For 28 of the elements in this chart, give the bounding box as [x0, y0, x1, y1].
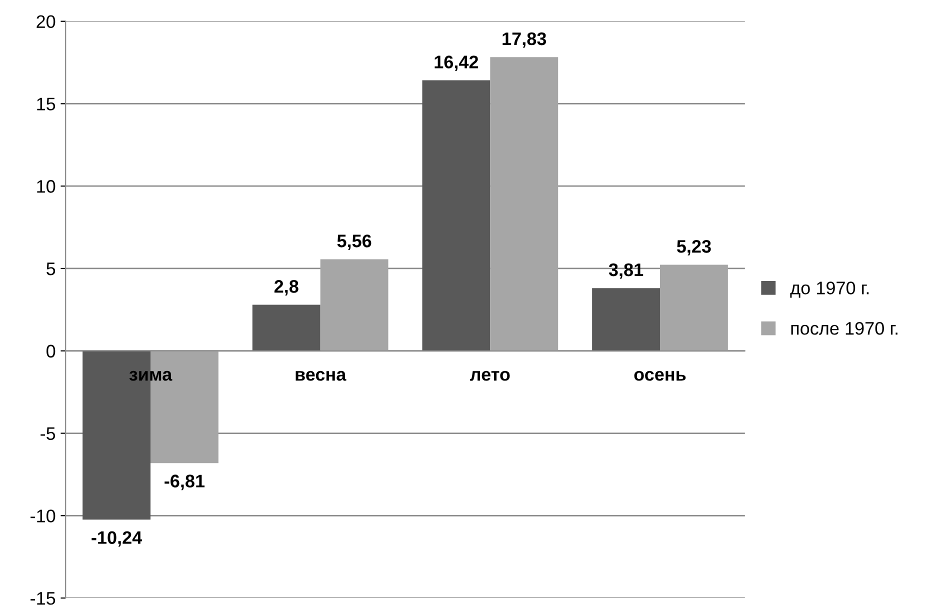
bar: [252, 304, 320, 351]
data-label: 2,8: [274, 280, 298, 296]
y-tick-label: -10: [30, 510, 56, 522]
data-label: 5,23: [676, 240, 711, 256]
data-label: -6,81: [164, 474, 205, 490]
y-tick-label: 0: [46, 344, 56, 358]
x-tick-label: зима: [129, 370, 172, 381]
data-label: -10,24: [92, 531, 142, 547]
bar: [660, 264, 728, 351]
x-tick-label: весна: [296, 370, 346, 381]
x-tick-label: осень: [634, 370, 686, 381]
x-tick-label: лето: [470, 370, 510, 381]
y-tick-label: 20: [36, 15, 56, 28]
y-tick-label: -15: [30, 592, 56, 605]
y-tick-label: 5: [46, 262, 56, 276]
y-tick-label: -5: [40, 427, 56, 440]
data-label: 17,83: [502, 32, 546, 48]
legend-label: до 1970 г.: [790, 282, 869, 298]
data-label: 16,42: [434, 56, 478, 72]
bar: [592, 288, 660, 351]
legend-label: после 1970 г.: [791, 322, 898, 335]
data-label: 3,81: [608, 263, 644, 279]
y-tick-label: 15: [37, 98, 56, 110]
y-tick-label: 10: [37, 180, 56, 193]
bar: [490, 57, 558, 351]
bar: [320, 259, 388, 351]
data-label: 5,56: [337, 234, 372, 250]
bar: [422, 80, 490, 351]
